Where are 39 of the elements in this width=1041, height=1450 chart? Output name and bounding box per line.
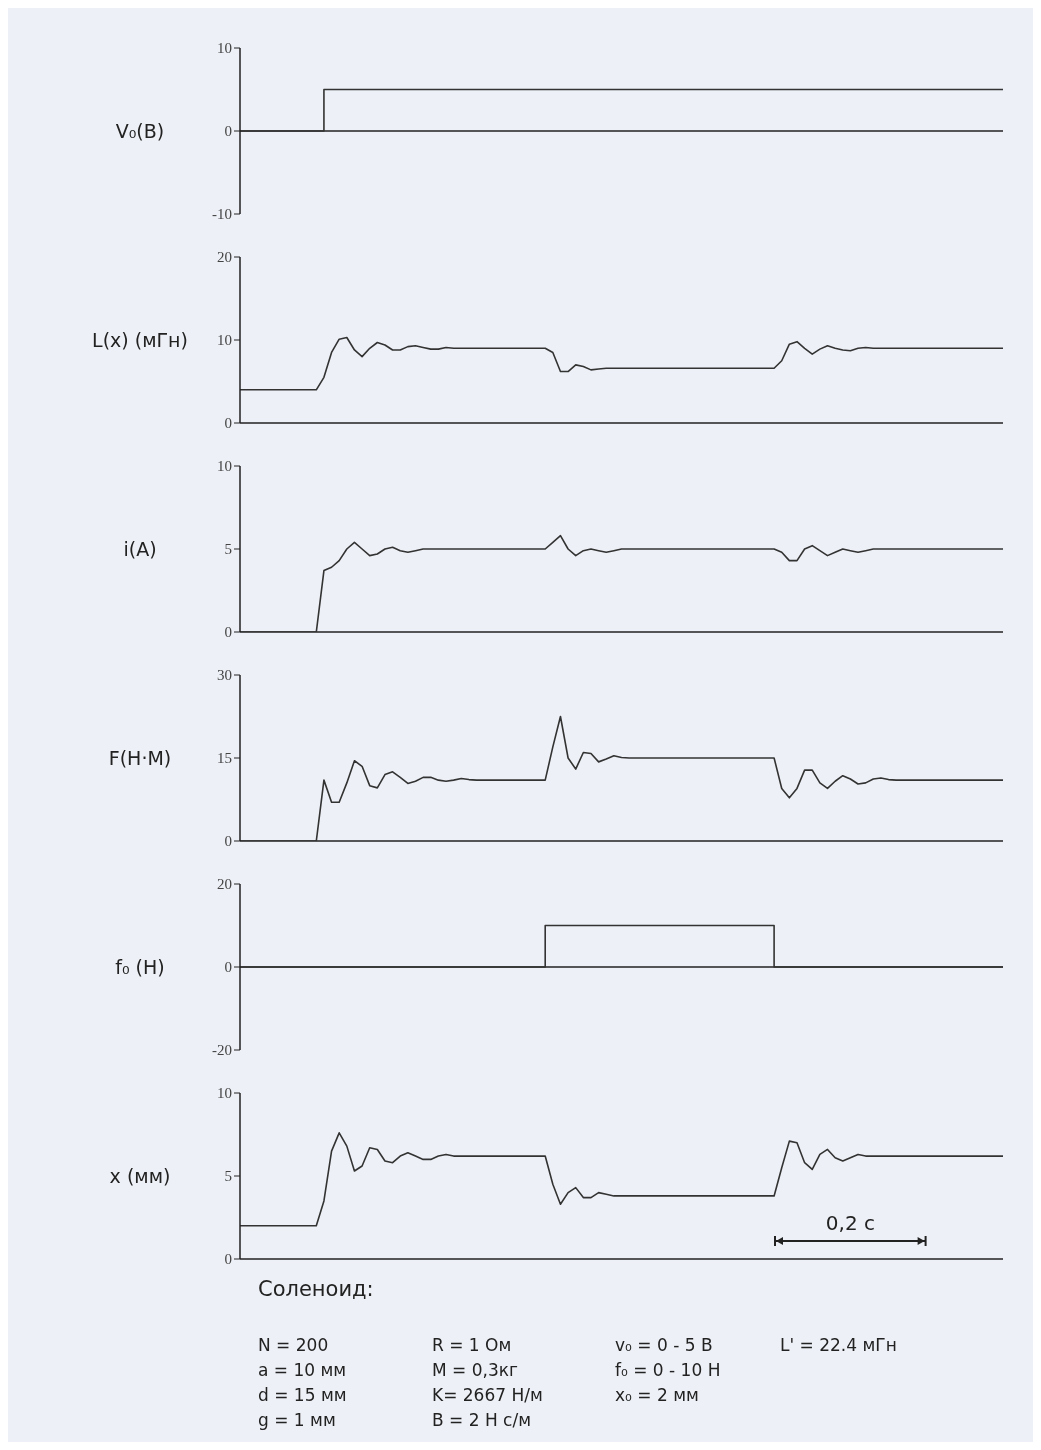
- y-axis-title: L(x) (мГн): [92, 329, 188, 351]
- text: x₀ = 2 мм: [615, 1384, 700, 1407]
- y-tick-label: 0: [224, 123, 232, 140]
- text: v₀ = 0 - 5 В: [615, 1334, 714, 1357]
- y-tick-label: 20: [217, 876, 232, 893]
- y-tick-label: 0: [224, 624, 232, 641]
- y-axis-title: i(A): [123, 538, 157, 560]
- y-tick-label: 10: [217, 40, 232, 57]
- y-tick-label: 0: [224, 959, 232, 976]
- y-axis-title: V₀(В): [115, 120, 165, 142]
- text: L' = 22.4 мГн: [780, 1334, 898, 1357]
- y-tick-label: 5: [224, 541, 232, 558]
- y-tick-label: 0: [224, 1251, 232, 1268]
- y-tick-label: 20: [217, 249, 232, 266]
- y-tick-label: 30: [217, 667, 232, 684]
- y-tick-label: 15: [217, 750, 232, 767]
- text: d = 15 мм: [258, 1384, 348, 1407]
- y-tick-label: 5: [224, 1168, 232, 1185]
- text: R = 1 Ом: [432, 1334, 513, 1357]
- y-tick-label: 10: [217, 332, 232, 349]
- text: N = 200: [258, 1334, 330, 1357]
- y-tick-label: -10: [212, 206, 232, 223]
- text: f₀ = 0 - 10 Н: [615, 1359, 722, 1382]
- text: g = 1 мм: [258, 1409, 337, 1432]
- y-axis-title: f₀ (Н): [115, 956, 165, 978]
- y-tick-label: 0: [224, 415, 232, 432]
- line-series: [240, 336, 1003, 391]
- text: M = 0,3кг: [432, 1359, 519, 1382]
- y-axis-title: F(Н·М): [108, 747, 172, 769]
- annotation: 0,2 с: [824, 1211, 876, 1235]
- y-tick-label: 10: [217, 458, 232, 475]
- text: Соленоид:: [258, 1276, 375, 1303]
- text: a = 10 мм: [258, 1359, 348, 1382]
- text: K= 2667 Н/м: [432, 1384, 544, 1407]
- text: B = 2 Н с/м: [432, 1409, 533, 1432]
- y-tick-label: 0: [224, 833, 232, 850]
- y-tick-label: -20: [212, 1042, 232, 1059]
- y-axis-title: x (мм): [109, 1165, 171, 1187]
- y-tick-label: 10: [217, 1085, 232, 1102]
